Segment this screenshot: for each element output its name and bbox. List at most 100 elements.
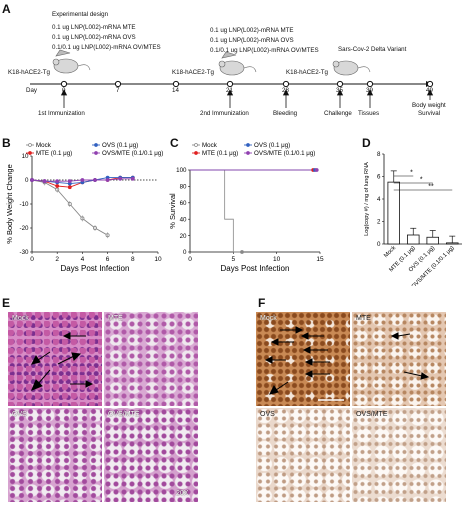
x-axis-label: Days Post Infection [61, 264, 130, 273]
day-7: 7 [116, 87, 120, 94]
y-tick-label: 0 [377, 241, 381, 248]
y-tick-label: -20 [20, 225, 30, 232]
x-tick-label: 6 [106, 256, 110, 263]
legend-marker [194, 151, 198, 155]
data-point [67, 179, 72, 184]
micro-e-mock: Mock [8, 312, 102, 406]
day-21: 21 [226, 87, 233, 94]
significance-label: ** [428, 184, 434, 191]
bar [426, 236, 440, 245]
magnification-label: 20X [176, 490, 189, 497]
significance-label: * [420, 177, 423, 184]
x-tick-label: 4 [81, 256, 85, 263]
data-point [80, 178, 85, 182]
timeline-point [226, 80, 234, 88]
y-tick-label: 10 [22, 153, 29, 160]
timeline-point [336, 80, 344, 88]
y-tick-label: 40 [180, 216, 187, 223]
micro-e-ovsmte-label: OVS/MTE [108, 411, 140, 418]
timeline-point [366, 80, 374, 88]
timeline-point [60, 80, 68, 88]
legend-marker [94, 143, 98, 147]
data-point [118, 176, 123, 181]
event-tissues: Tissues [358, 110, 380, 117]
micro-e-ovs-label: OVS [12, 411, 27, 418]
timeline-svg [30, 49, 434, 108]
y-tick-label: -30 [20, 249, 30, 256]
mouse-icon [52, 49, 91, 74]
panel-d-letter: D [362, 136, 371, 150]
timeline-point [282, 80, 290, 88]
y-tick-label: 20 [180, 233, 187, 240]
design-group2-2: 0.1 ug LNP(L002)-mRNA OVS [210, 37, 294, 44]
x-tick-label: 8 [131, 256, 135, 263]
data-point [55, 179, 60, 184]
y-tick-label: 2 [377, 219, 381, 226]
legend-marker [28, 143, 32, 147]
micro-e-ovsmte: OVS/MTE 20X [104, 408, 198, 502]
legend-label: OVS (0.1 μg) [254, 142, 290, 149]
data-point [42, 179, 47, 184]
mouse-icon [332, 60, 371, 76]
micro-e-mte-label: MTE [108, 315, 123, 322]
data-point [314, 168, 319, 172]
mouse-label-2: K18-hACE2-Tg [172, 69, 214, 76]
y-tick-label: -10 [20, 201, 30, 208]
micro-f-ovs: OVS [256, 408, 350, 502]
micro-e-mock-label: Mock [12, 315, 29, 322]
variant-label: Sars-Cov-2 Delta Variant [338, 46, 407, 53]
y-tick-label: 80 [180, 184, 187, 191]
data-point [30, 178, 34, 182]
legend-marker [246, 151, 250, 155]
data-point [93, 178, 97, 182]
micro-f-mock: Mock [256, 312, 350, 406]
micro-f-mte: MTE [352, 312, 446, 406]
y-axis-label: % Body Weight Change [5, 164, 14, 244]
x-tick-label: 10 [273, 256, 281, 263]
data-point [240, 250, 244, 254]
x-tick-label: 5 [232, 256, 236, 263]
design-group-1: 0.1 ug LNP(L002)-mRNA MTE [52, 24, 136, 31]
y-tick-label: 100 [176, 167, 187, 174]
panel-e-letter: E [2, 296, 11, 310]
data-point [55, 184, 60, 188]
body-weight-chart: 0 2 4 6 8 10 10 0 -10 -20 -30 Days Post Infection % … [5, 142, 163, 273]
timeline-point [114, 80, 122, 88]
data-point [105, 178, 110, 182]
mouse-label-3: K18-hACE2-Tg [286, 69, 328, 76]
category-label: Mock [383, 245, 397, 259]
x-tick-label: 10 [154, 256, 162, 263]
legend-label: MTE (0.1 μg) [36, 150, 72, 157]
legend-label: OVS (0.1 μg) [102, 142, 138, 149]
legend-label: Mock [202, 142, 218, 149]
design-group2-3: 0.1/0.1 ug LNP(L002)-mRNA OV/MTES [210, 47, 319, 54]
panel-f-letter: F [258, 296, 266, 310]
day-35: 35 [336, 87, 343, 94]
day-49: 49 [426, 87, 433, 94]
y-tick-label: 60 [180, 200, 187, 207]
y-tick-label: 6 [377, 174, 381, 181]
design-group-2: 0.1 ug LNP(L002)-mRNA OVS [52, 34, 136, 41]
design-group2-1: 0.1 ug LNP(L002)-mRNA MTE [210, 27, 294, 34]
x-tick-label: 0 [188, 256, 192, 263]
significance-label: * [410, 170, 413, 177]
micro-e-mte: MTE [104, 312, 198, 406]
panel-a-letter: A [2, 2, 11, 16]
event-body-weight: Body weight [412, 102, 446, 109]
micro-f-mock-label: Mock [260, 315, 277, 322]
event-challenge: Challenge [324, 110, 352, 117]
x-tick-label: 2 [55, 256, 59, 263]
day-label: Day [26, 87, 38, 94]
y-tick-label: 0 [25, 177, 29, 184]
legend-marker [94, 151, 98, 155]
panel-c-letter: C [170, 136, 179, 150]
mouse-icon [218, 51, 257, 76]
event-1st-immunization: 1st Immunization [38, 110, 85, 117]
panel-b-letter: B [2, 136, 11, 150]
y-tick-label: 0 [183, 249, 187, 256]
y-axis-label: % Survival [168, 193, 177, 229]
design-group-3: 0.1/0.1 ug LNP(L002)-mRNA OV/MTES [52, 44, 161, 51]
y-axis-label: Log(copy #) / mg of lung RNA [364, 162, 370, 236]
timeline-point [172, 80, 180, 88]
micro-e-ovs: OVS [8, 408, 102, 502]
